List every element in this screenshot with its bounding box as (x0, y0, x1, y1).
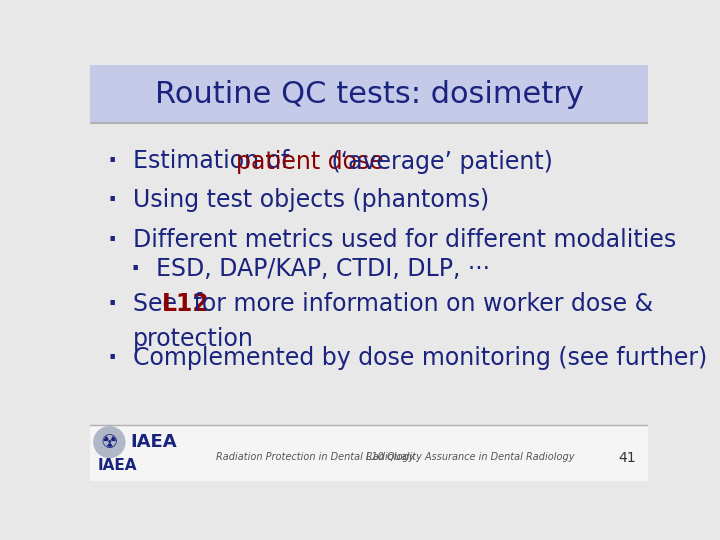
Text: Different metrics used for different modalities: Different metrics used for different mod… (132, 228, 676, 252)
Text: ·: · (107, 150, 117, 173)
Text: Radiation Protection in Dental Radiology: Radiation Protection in Dental Radiology (215, 453, 414, 462)
Text: Using test objects (phantoms): Using test objects (phantoms) (132, 188, 489, 212)
FancyBboxPatch shape (90, 65, 648, 123)
Text: protection: protection (132, 327, 253, 350)
Text: ·: · (107, 346, 117, 370)
Text: Routine QC tests: dosimetry: Routine QC tests: dosimetry (155, 79, 583, 109)
Text: ·: · (107, 188, 117, 212)
Text: ESD, DAP/KAP, CTDI, DLP, ···: ESD, DAP/KAP, CTDI, DLP, ··· (156, 257, 490, 281)
Text: (‘average’ patient): (‘average’ patient) (324, 150, 553, 173)
Text: ·: · (107, 292, 117, 316)
Text: ·: · (107, 228, 117, 252)
FancyBboxPatch shape (90, 425, 648, 481)
Text: patient dose: patient dose (235, 150, 384, 173)
Circle shape (94, 427, 125, 457)
Text: Estimation of: Estimation of (132, 150, 297, 173)
Text: L10 Quality Assurance in Dental Radiology: L10 Quality Assurance in Dental Radiolog… (366, 453, 574, 462)
Text: See: See (132, 292, 184, 316)
Text: IAEA: IAEA (130, 433, 177, 451)
Text: L12: L12 (162, 292, 210, 316)
Text: ☢: ☢ (101, 433, 118, 451)
Text: IAEA: IAEA (98, 458, 138, 472)
Text: for more information on worker dose &: for more information on worker dose & (186, 292, 654, 316)
Text: ·: · (130, 257, 140, 281)
Text: 41: 41 (618, 450, 636, 464)
Text: Complemented by dose monitoring (see further): Complemented by dose monitoring (see fur… (132, 346, 707, 370)
